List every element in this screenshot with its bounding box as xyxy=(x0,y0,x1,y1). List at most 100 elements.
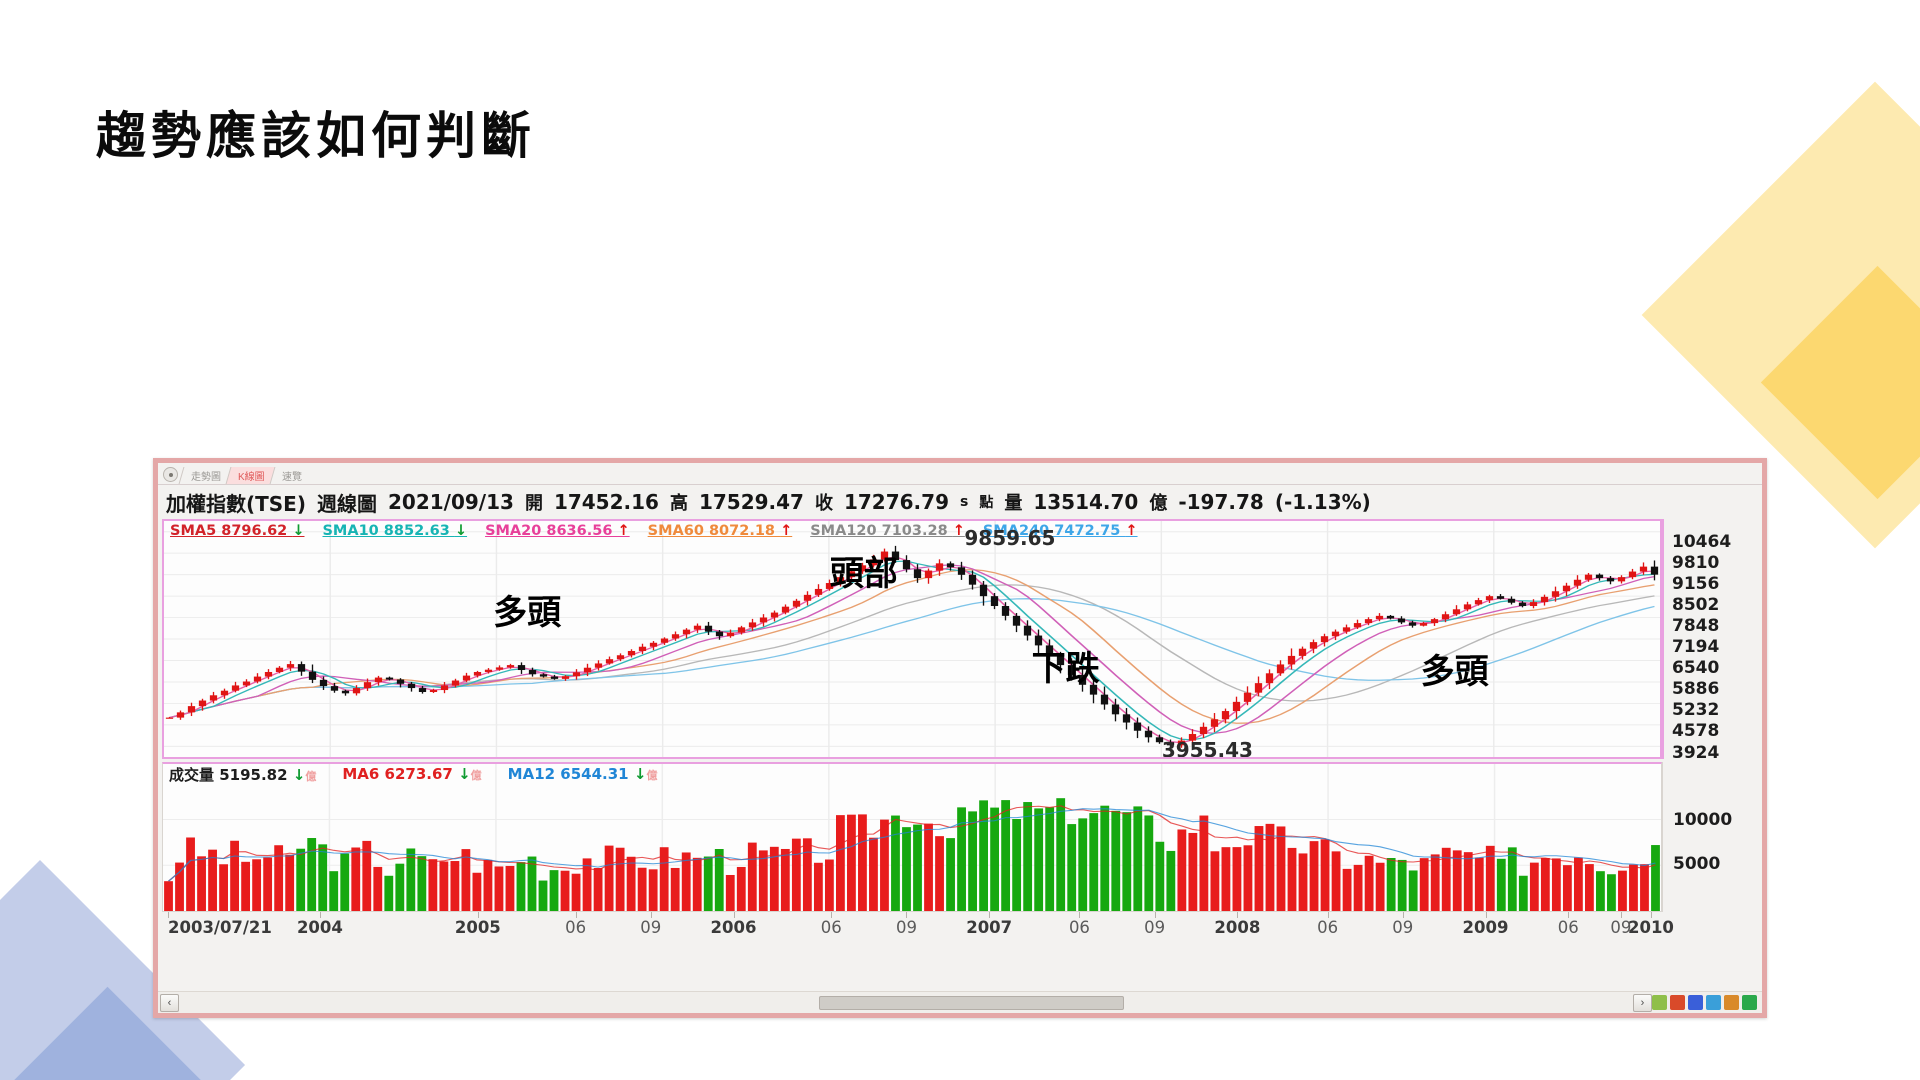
price-axis-tick: 9810 xyxy=(1672,552,1720,573)
decorative-diamond-yellow-small xyxy=(1760,265,1920,500)
tab-k-line-chart-label: K線圖 xyxy=(238,472,265,483)
high-value: 17529.47 xyxy=(698,490,804,514)
index-name: 加權指數(TSE) xyxy=(166,491,306,516)
volume-legend: 成交量 5195.82 ↓億 MA6 6273.67 ↓億 MA12 6544.31… xyxy=(163,764,1661,784)
price-plot-area[interactable]: SMA5 8796.62 ↓ SMA10 8852.63 ↓ SMA20 8636.… xyxy=(162,519,1662,759)
ma-legend-sma20[interactable]: SMA20 8636.56 ↑ xyxy=(485,523,630,539)
volume-value: 13514.70 xyxy=(1033,490,1139,514)
tab-quick-view[interactable]: 速覽 xyxy=(269,467,312,484)
price-axis-tick: 10464 xyxy=(1672,531,1732,552)
volume-legend-item[interactable]: 成交量 5195.82 ↓億 xyxy=(169,764,316,785)
moving-average-legend: SMA5 8796.62 ↓ SMA10 8852.63 ↓ SMA20 8636.… xyxy=(164,521,1660,540)
date-axis-tick-mark xyxy=(1237,912,1239,918)
quote-summary-bar: 加權指數(TSE) 週線圖 2021/09/13 開 17452.16 高 17… xyxy=(158,485,1762,519)
date-axis-tick-mark xyxy=(1154,912,1156,918)
decorative-diamond-yellow-outer xyxy=(1792,142,1920,568)
ma-legend-sma60[interactable]: SMA60 8072.18 ↑ xyxy=(648,523,793,539)
crosshair-icon[interactable] xyxy=(1652,995,1667,1010)
ma-legend-label: SMA120 7103.28 xyxy=(810,522,953,539)
scroll-left-button[interactable]: ‹ xyxy=(160,993,179,1012)
ma-legend-sma5[interactable]: SMA5 8796.62 ↓ xyxy=(170,523,304,539)
tab-trend-chart-label: 走勢圖 xyxy=(191,472,221,483)
ma-legend-sma10[interactable]: SMA10 8852.63 ↓ xyxy=(322,523,467,539)
date-axis-tick-mark xyxy=(1620,912,1622,918)
date-axis-tick: 2006 xyxy=(710,918,757,937)
chart-tool-icons[interactable] xyxy=(1652,995,1760,1010)
chart-scrollbar-row[interactable]: ‹ › xyxy=(158,991,1762,1013)
volume-label: 量 xyxy=(1004,493,1023,514)
change-value: -197.78 xyxy=(1178,490,1264,514)
date-axis-tick: 2007 xyxy=(966,918,1013,937)
volume-axis-tick: 10000 xyxy=(1673,810,1733,830)
volume-legend-label: MA12 6544.31 xyxy=(507,765,634,783)
tab-k-line-chart[interactable]: K線圖 xyxy=(225,467,275,484)
window-menu-icon[interactable] xyxy=(163,467,178,482)
ann-down: 下跌 xyxy=(1031,649,1100,690)
volume-unit-label: 億 xyxy=(646,769,658,782)
volume-legend-item[interactable]: MA12 6544.31 ↓億 xyxy=(508,765,658,783)
price-panel: SMA5 8796.62 ↓ SMA10 8852.63 ↓ SMA20 8636.… xyxy=(162,519,1758,763)
ann-bull-2: 多頭 xyxy=(1420,651,1489,692)
chart-period: 週線圖 xyxy=(317,491,377,516)
price-axis: 10464 9810 9156 8502 7848 7194 6540 5886 5232 457… xyxy=(1662,519,1758,763)
stock-chart-window: 走勢圖 K線圖 速覽 加權指數(TSE) 週線圖 2021/09/13 開 17… xyxy=(153,458,1767,1018)
xy-icon[interactable] xyxy=(1688,995,1703,1010)
date-axis-tick-mark xyxy=(1402,912,1404,918)
volume-bars-svg xyxy=(163,764,1661,911)
ma-legend-label: SMA240 7472.75 xyxy=(982,522,1126,539)
arrow-up-icon: ↑ xyxy=(1125,522,1138,539)
close-value: 17276.79 xyxy=(843,490,949,514)
price-axis-tick: 7848 xyxy=(1672,615,1720,636)
open-label: 開 xyxy=(524,493,543,514)
bar-icon[interactable] xyxy=(1742,995,1757,1010)
square-icon[interactable] xyxy=(1670,995,1685,1010)
date-axis-tick: 06 xyxy=(820,918,842,937)
arrow-down-icon: ↓ xyxy=(458,765,471,783)
ma-legend-label: SMA20 8636.56 xyxy=(485,522,618,539)
date-axis-tick: 2010 xyxy=(1627,918,1674,937)
point-unit: 點 xyxy=(979,495,994,511)
date-axis-tick: 09 xyxy=(1392,918,1414,937)
magnet-icon[interactable] xyxy=(1724,995,1739,1010)
page-title: 趨勢應該如何判斷 xyxy=(96,106,536,165)
ann-low-val: 3955.43 xyxy=(1161,738,1253,759)
date-axis-tick-mark xyxy=(989,912,991,918)
volume-unit-label: 億 xyxy=(470,769,482,782)
close-suffix: s xyxy=(959,494,969,510)
date-axis-tick: 2008 xyxy=(1214,918,1261,937)
price-axis-tick: 7194 xyxy=(1672,637,1720,658)
ma-legend-sma120[interactable]: SMA120 7103.28 ↑ xyxy=(810,523,965,539)
date-axis-tick: 06 xyxy=(1317,918,1339,937)
price-axis-tick: 4578 xyxy=(1672,721,1720,742)
tab-trend-chart[interactable]: 走勢圖 xyxy=(178,467,231,484)
ma-legend-sma240[interactable]: SMA240 7472.75 ↑ xyxy=(983,523,1138,539)
date-axis-tick: 2009 xyxy=(1462,918,1509,937)
arrow-up-icon: ↑ xyxy=(617,522,630,539)
date-axis-tick: 06 xyxy=(565,918,587,937)
arrow-down-icon: ↓ xyxy=(292,522,305,539)
open-value: 17452.16 xyxy=(553,490,659,514)
date-axis-tick-mark xyxy=(650,912,652,918)
grid-icon[interactable] xyxy=(1706,995,1721,1010)
date-axis-tick-mark xyxy=(168,912,169,918)
price-axis-tick: 3924 xyxy=(1672,742,1720,763)
scrollbar-track[interactable] xyxy=(181,995,1631,1010)
arrow-down-icon: ↓ xyxy=(633,765,647,783)
volume-unit-label: 億 xyxy=(305,769,317,783)
tab-quick-view-label: 速覽 xyxy=(281,472,302,483)
volume-plot-area[interactable]: 成交量 5195.82 ↓億 MA6 6273.67 ↓億 MA12 6544.31… xyxy=(162,762,1662,912)
date-axis-tick: 09 xyxy=(1610,918,1632,937)
scrollbar-thumb[interactable] xyxy=(819,995,1124,1010)
date-axis-tick: 09 xyxy=(895,918,917,937)
arrow-up-icon: ↑ xyxy=(780,522,793,539)
date-axis-tick: 09 xyxy=(1144,918,1166,937)
price-axis-tick: 5886 xyxy=(1672,679,1720,700)
date-axis-tick-mark xyxy=(1327,912,1329,918)
price-candlestick-svg xyxy=(164,521,1660,757)
price-axis-tick: 9156 xyxy=(1672,573,1720,594)
price-axis-tick: 8502 xyxy=(1672,594,1720,615)
scroll-right-button[interactable]: › xyxy=(1633,993,1652,1012)
price-axis-tick: 6540 xyxy=(1672,658,1720,679)
high-label: 高 xyxy=(669,493,688,514)
volume-legend-item[interactable]: MA6 6273.67 ↓億 xyxy=(342,765,481,783)
